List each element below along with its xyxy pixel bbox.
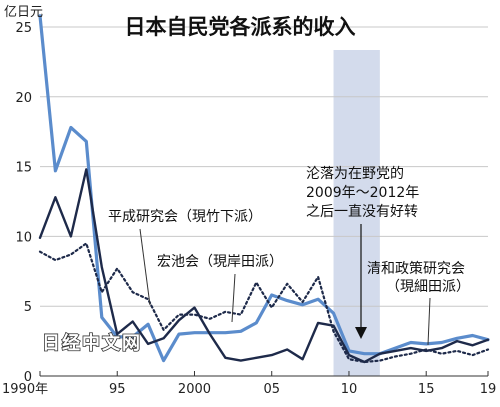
unit-label: 亿日元	[4, 5, 43, 20]
y-tick-label: 20	[15, 91, 32, 106]
series-line-1	[38, 168, 490, 364]
series-leader-heisei	[139, 228, 151, 306]
y-tick-label: 5	[24, 300, 32, 315]
x-tick-label: 15	[418, 382, 435, 397]
series-line-2	[38, 242, 490, 364]
callout-line-2: 2009年～2012年	[306, 185, 419, 201]
series-label-heisei: 平成研究会（現竹下派）	[108, 209, 262, 225]
series-label-kochikai: 宏池会（現岸田派）	[157, 254, 283, 270]
x-tick-label: 2000	[178, 382, 211, 397]
series-leader-seiwa	[427, 297, 431, 346]
chart-title: 日本自民党各派系的收入	[125, 15, 356, 39]
y-tick-label: 0	[24, 370, 32, 385]
callout-line-3: 之后一直没有好转	[306, 203, 418, 220]
x-tick-label: 95	[109, 382, 126, 397]
callout-line-1: 沦落为在野党的	[306, 166, 404, 182]
series-leader-kochikai	[231, 273, 236, 323]
y-tick-label: 10	[15, 230, 32, 245]
highlight-band	[333, 50, 380, 376]
y-tick-label: 15	[15, 161, 32, 176]
x-tick-label: 19	[480, 382, 497, 397]
watermark: 日经中文网	[42, 332, 142, 354]
series-label-seiwa-line1: 清和政策研究会	[367, 260, 465, 277]
x-tick-label: 10	[341, 382, 358, 397]
x-tick-label: 1990年	[2, 382, 48, 397]
y-tick-label: 25	[15, 21, 32, 36]
callout-arrow-head	[355, 327, 367, 339]
x-tick-label: 05	[263, 382, 280, 397]
series-line-0	[38, 14, 490, 363]
series-label-seiwa-line2: （現細田派）	[386, 279, 470, 295]
